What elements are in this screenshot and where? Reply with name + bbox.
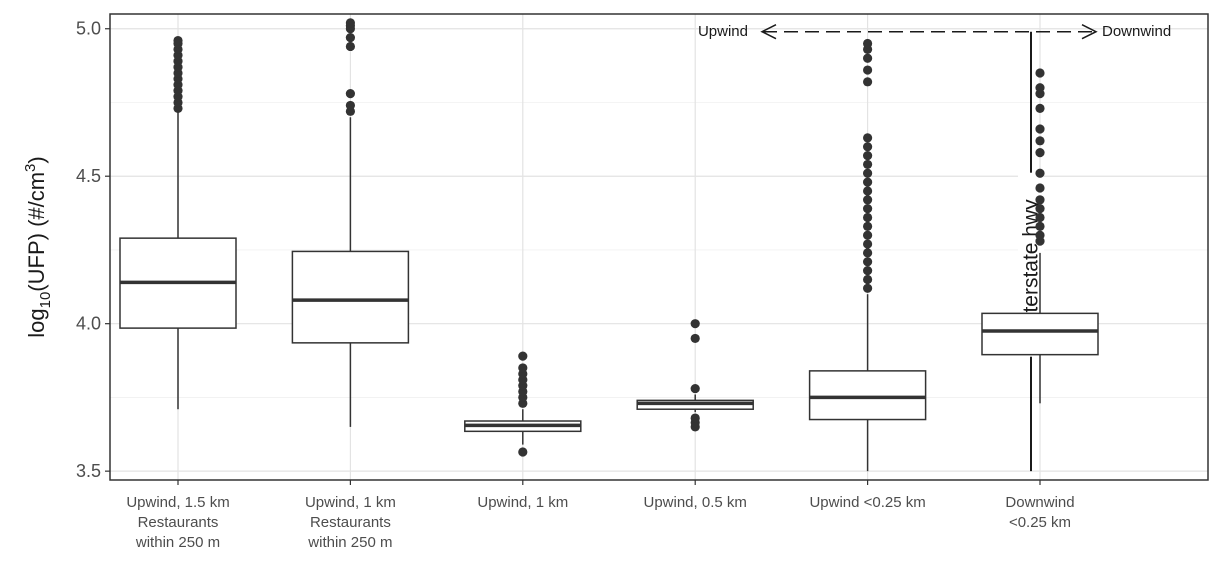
outlier-point xyxy=(345,100,355,111)
outlier-point xyxy=(1035,148,1045,158)
outlier-point xyxy=(863,212,873,223)
x-tick-label-line: within 250 m xyxy=(307,534,392,551)
x-tick-label: Downwind <0.25 km xyxy=(1005,494,1074,531)
outlier-point xyxy=(518,447,528,457)
outlier-point xyxy=(345,89,355,99)
downwind-arrowhead xyxy=(1081,24,1098,40)
outlier-point xyxy=(863,283,873,293)
outlier-point xyxy=(863,38,873,49)
outlier-point xyxy=(173,35,183,46)
outlier-point xyxy=(1035,204,1045,214)
x-tick-label: Upwind, 1.5 km Restaurants within 250 m xyxy=(126,494,229,551)
outlier-point xyxy=(863,177,873,187)
outlier-point xyxy=(1035,124,1045,134)
outlier-point xyxy=(690,319,700,329)
x-tick-label-line: within 250 m xyxy=(135,534,220,551)
outlier-point xyxy=(863,186,873,196)
outlier-point xyxy=(863,221,873,231)
outlier-point xyxy=(863,168,873,178)
outlier-point xyxy=(863,159,873,170)
x-tick-label-line: Upwind, 1 km xyxy=(477,494,568,511)
y-axis-label-part: 10 xyxy=(37,292,54,309)
x-tick-label: Upwind, 0.5 km xyxy=(644,494,747,511)
upwind-arrowhead xyxy=(760,24,777,40)
outlier-point xyxy=(863,65,873,75)
outlier-point xyxy=(863,53,873,63)
outlier-point xyxy=(863,133,873,143)
x-tick-label-line: Restaurants xyxy=(310,514,391,531)
y-axis-label-part: 3 xyxy=(22,164,39,172)
outlier-point xyxy=(863,204,873,214)
outlier-point xyxy=(345,32,355,43)
box-iqr xyxy=(981,312,1099,356)
x-tick-label: Upwind, 1 km xyxy=(477,494,568,511)
x-tick-label-line: Upwind, 1.5 km xyxy=(126,494,229,511)
y-tick-label: 5.0 xyxy=(76,19,101,39)
outlier-point xyxy=(1035,103,1045,113)
x-tick-label: Upwind <0.25 km xyxy=(809,494,925,511)
x-axis-ticks: Upwind, 1.5 km Restaurants within 250 mUpw… xyxy=(126,480,1075,551)
box-iqr xyxy=(291,250,410,344)
outlier-point xyxy=(690,413,700,423)
box-group xyxy=(119,35,237,410)
outlier-point xyxy=(1035,136,1045,146)
y-tick-label: 4.0 xyxy=(76,314,101,334)
y-tick-label: 3.5 xyxy=(76,461,101,481)
outlier-point xyxy=(863,239,873,249)
y-axis-label-part: log xyxy=(24,308,49,337)
outlier-point xyxy=(863,265,873,276)
y-tick-label: 4.5 xyxy=(76,166,101,186)
upwind-label: Upwind xyxy=(698,23,748,40)
outlier-point xyxy=(863,77,873,87)
panel-border xyxy=(109,13,1209,481)
outlier-point xyxy=(863,195,873,205)
box-group xyxy=(808,38,927,472)
outlier-point xyxy=(690,333,700,344)
outlier-point xyxy=(863,230,873,240)
outlier-point xyxy=(1035,212,1045,223)
outlier-point xyxy=(863,248,873,258)
x-tick-label-line: Upwind, 0.5 km xyxy=(644,494,747,511)
y-axis-label-part: ) xyxy=(24,156,49,163)
outlier-point xyxy=(863,142,873,152)
outlier-point xyxy=(1035,221,1045,231)
outlier-point xyxy=(1035,68,1045,78)
outlier-point xyxy=(863,257,873,267)
x-tick-label-line: <0.25 km xyxy=(1009,514,1071,531)
box-group xyxy=(291,18,410,427)
box-iqr xyxy=(808,370,927,421)
outlier-point xyxy=(863,150,873,161)
outlier-point xyxy=(1035,83,1045,93)
y-axis-label-part: (UFP) (#/cm xyxy=(24,172,49,292)
wind-direction-arrow: Upwind Downwind xyxy=(698,23,1171,40)
boxes xyxy=(119,18,1099,472)
outlier-point xyxy=(1035,230,1045,240)
box-group xyxy=(636,319,754,432)
outlier-point xyxy=(1035,168,1045,178)
x-tick-label-line: Restaurants xyxy=(138,514,219,531)
outlier-point xyxy=(863,274,873,285)
highway-label: Interstate hwy xyxy=(1020,199,1043,330)
box-group xyxy=(981,68,1099,404)
outlier-point xyxy=(345,41,355,52)
x-tick-label-line: Downwind xyxy=(1005,494,1074,511)
outlier-point xyxy=(518,351,528,361)
y-axis-label: log10(UFP) (#/cm3) xyxy=(22,156,54,337)
downwind-label: Downwind xyxy=(1102,23,1171,40)
outlier-point xyxy=(690,383,700,394)
x-tick-label: Upwind, 1 km Restaurants within 250 m xyxy=(305,494,396,551)
outlier-point xyxy=(518,363,528,373)
x-tick-label-line: Upwind, 1 km xyxy=(305,494,396,511)
outlier-point xyxy=(345,18,355,28)
box-group xyxy=(464,351,582,457)
y-axis-ticks: 3.5 4.0 4.5 5.0 xyxy=(76,19,110,481)
outlier-point xyxy=(1035,183,1045,193)
outlier-point xyxy=(1035,195,1045,205)
x-tick-label-line: Upwind <0.25 km xyxy=(809,494,925,511)
